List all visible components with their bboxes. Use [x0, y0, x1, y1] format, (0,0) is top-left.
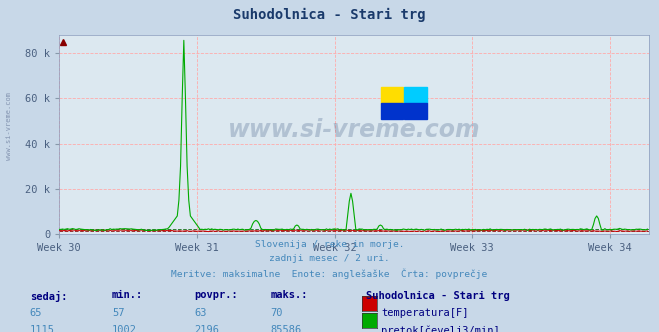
Text: 57: 57: [112, 308, 125, 318]
Text: 2196: 2196: [194, 325, 219, 332]
Text: pretok[čevelj3/min]: pretok[čevelj3/min]: [381, 325, 500, 332]
Text: sedaj:: sedaj:: [30, 290, 67, 301]
Text: maks.:: maks.:: [270, 290, 308, 300]
Text: 1115: 1115: [30, 325, 55, 332]
Bar: [405, 87, 427, 103]
Text: Suhodolnica - Stari trg: Suhodolnica - Stari trg: [233, 8, 426, 23]
Text: www.si-vreme.com: www.si-vreme.com: [228, 119, 480, 142]
Text: Meritve: maksimalne  Enote: anglešaške  Črta: povprečje: Meritve: maksimalne Enote: anglešaške Čr…: [171, 269, 488, 280]
Text: temperatura[F]: temperatura[F]: [381, 308, 469, 318]
Text: min.:: min.:: [112, 290, 143, 300]
Text: 85586: 85586: [270, 325, 301, 332]
Bar: [381, 87, 403, 103]
Text: 65: 65: [30, 308, 42, 318]
Bar: [381, 103, 403, 119]
Bar: [405, 103, 427, 119]
Text: 1002: 1002: [112, 325, 137, 332]
Text: www.si-vreme.com: www.si-vreme.com: [5, 92, 12, 160]
Text: Slovenija / reke in morje.: Slovenija / reke in morje.: [255, 240, 404, 249]
Text: Suhodolnica - Stari trg: Suhodolnica - Stari trg: [366, 290, 509, 300]
Text: 70: 70: [270, 308, 283, 318]
Text: 63: 63: [194, 308, 207, 318]
Text: zadnji mesec / 2 uri.: zadnji mesec / 2 uri.: [269, 254, 390, 263]
Text: povpr.:: povpr.:: [194, 290, 238, 300]
